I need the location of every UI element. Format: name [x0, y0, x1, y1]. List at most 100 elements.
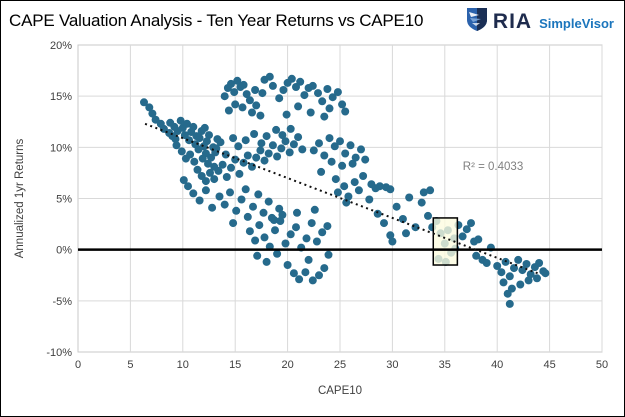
trendline: [144, 122, 541, 276]
scatter-point: [306, 108, 315, 117]
x-tick-label: 10: [177, 359, 189, 371]
scatter-point: [232, 206, 241, 215]
scatter-point: [503, 289, 512, 298]
x-tick-label: 45: [543, 359, 555, 371]
scatter-point: [317, 167, 326, 176]
scatter-point: [171, 135, 180, 144]
scatter-point: [260, 156, 269, 165]
scatter-point: [224, 106, 233, 115]
scatter-point: [281, 239, 290, 248]
scatter-point: [260, 233, 269, 242]
scatter-point: [212, 144, 221, 153]
scatter-point: [195, 196, 204, 205]
scatter-point: [386, 231, 395, 240]
scatter-point: [340, 182, 349, 191]
scatter-point: [257, 139, 266, 148]
scatter-point: [176, 116, 185, 125]
scatter-point: [380, 219, 388, 228]
scatter-point: [229, 219, 238, 228]
scatter-point: [201, 186, 210, 195]
scatter-point: [226, 188, 234, 197]
scatter-point: [293, 208, 301, 217]
scatter-point: [323, 222, 332, 231]
scatter-point: [505, 272, 514, 281]
scatter-point: [417, 198, 426, 207]
x-tick-label: 25: [334, 359, 346, 371]
brand-name: RIA: [492, 9, 533, 33]
scatter-point: [365, 195, 374, 204]
scatter-point: [221, 150, 230, 159]
scatter-point: [201, 177, 210, 186]
scatter-point: [388, 237, 397, 246]
scatter-point: [392, 202, 401, 211]
scatter-point: [386, 185, 395, 194]
x-tick-label: 50: [596, 359, 608, 371]
scatter-point: [419, 188, 428, 197]
scatter-point: [308, 81, 317, 90]
scatter-point: [308, 276, 317, 285]
scatter-point: [278, 131, 287, 140]
scatter-point: [341, 149, 350, 158]
scatter-point: [325, 134, 334, 143]
highlight-box: [432, 217, 459, 266]
scatter-point: [279, 86, 288, 94]
scatter-point: [253, 251, 262, 260]
scatter-point: [333, 88, 342, 97]
scatter-point: [354, 186, 363, 195]
y-axis-title: Annualized 1yr Returns: [14, 138, 26, 258]
scatter-point: [282, 110, 291, 119]
x-tick-label: 15: [229, 359, 241, 371]
scatter-point: [273, 249, 282, 258]
scatter-point: [320, 151, 329, 160]
scatter-point: [204, 159, 212, 168]
scatter-point: [262, 132, 271, 141]
scatter-point: [272, 125, 281, 134]
scatter-point: [482, 259, 491, 267]
scatter-point: [320, 264, 329, 273]
x-tick-label: 20: [281, 359, 293, 371]
x-tick-label: 35: [439, 359, 451, 371]
scatter-point: [309, 146, 318, 155]
scatter-point: [264, 149, 273, 158]
scatter-point: [251, 86, 260, 94]
x-tick-label: 5: [127, 359, 133, 371]
scatter-point: [200, 123, 209, 132]
scatter-point: [177, 147, 186, 156]
scatter-point: [250, 130, 259, 138]
scatter-point: [241, 136, 250, 145]
scatter-point: [256, 146, 265, 155]
scatter-point: [518, 266, 527, 275]
scatter-point: [462, 225, 471, 234]
scatter-point: [195, 134, 204, 143]
scatter-point: [179, 176, 188, 185]
scatter-point: [359, 172, 368, 180]
scatter-point: [243, 212, 252, 221]
scatter-point: [373, 209, 382, 218]
scatter-point: [281, 137, 290, 146]
scatter-point: [346, 141, 355, 150]
scatter-point: [271, 226, 279, 235]
scatter-point: [298, 145, 307, 154]
figure-header: CAPE Valuation Analysis - Ten Year Retur…: [1, 1, 624, 37]
scatter-point: [330, 142, 339, 151]
scatter-point: [249, 202, 257, 211]
scatter-point: [198, 154, 207, 163]
scatter-point: [214, 166, 223, 175]
scatter-point: [202, 137, 211, 146]
scatter-point: [140, 98, 148, 107]
scatter-point: [424, 211, 432, 220]
scatter-point: [535, 259, 544, 267]
scatter-point: [241, 185, 250, 194]
scatter-point: [189, 189, 198, 198]
x-axis-title: CAPE10: [318, 385, 362, 397]
scatter-point: [233, 76, 242, 85]
scatter-points: [140, 72, 550, 308]
scatter-point: [318, 97, 327, 106]
scatter-point: [314, 89, 322, 98]
scatter-point: [324, 250, 333, 259]
scatter-point: [467, 219, 475, 228]
scatter-point: [262, 257, 271, 266]
scatter-point: [243, 151, 252, 160]
scatter-point: [210, 175, 219, 184]
scatter-point: [227, 79, 235, 88]
